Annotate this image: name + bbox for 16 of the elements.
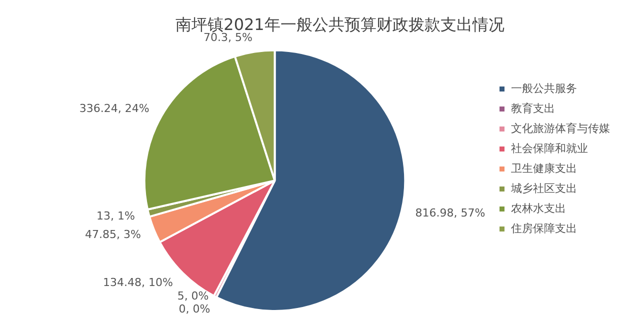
legend-label: 文化旅游体育与传媒 [511, 122, 610, 135]
data-label: 5, 0% [177, 290, 209, 303]
legend-label: 教育支出 [511, 102, 555, 115]
legend-label: 一般公共服务 [511, 82, 577, 95]
legend-label: 社会保障和就业 [511, 142, 588, 155]
data-label: 336.24, 24% [79, 102, 150, 115]
data-label: 47.85, 3% [85, 228, 141, 241]
data-label: 134.48, 10% [103, 276, 173, 289]
data-label: 13, 1% [96, 209, 135, 222]
legend-label: 城乡社区支出 [510, 182, 577, 195]
legend-label: 农林水支出 [511, 202, 566, 215]
chart-title: 南坪镇2021年一般公共预算财政拨款支出情况 [176, 14, 504, 34]
legend-label: 卫生健康支出 [511, 162, 577, 175]
data-label: 816.98, 57% [415, 206, 486, 220]
legend-label: 住房保障支出 [511, 222, 577, 235]
text: 0, 0% [178, 302, 210, 316]
